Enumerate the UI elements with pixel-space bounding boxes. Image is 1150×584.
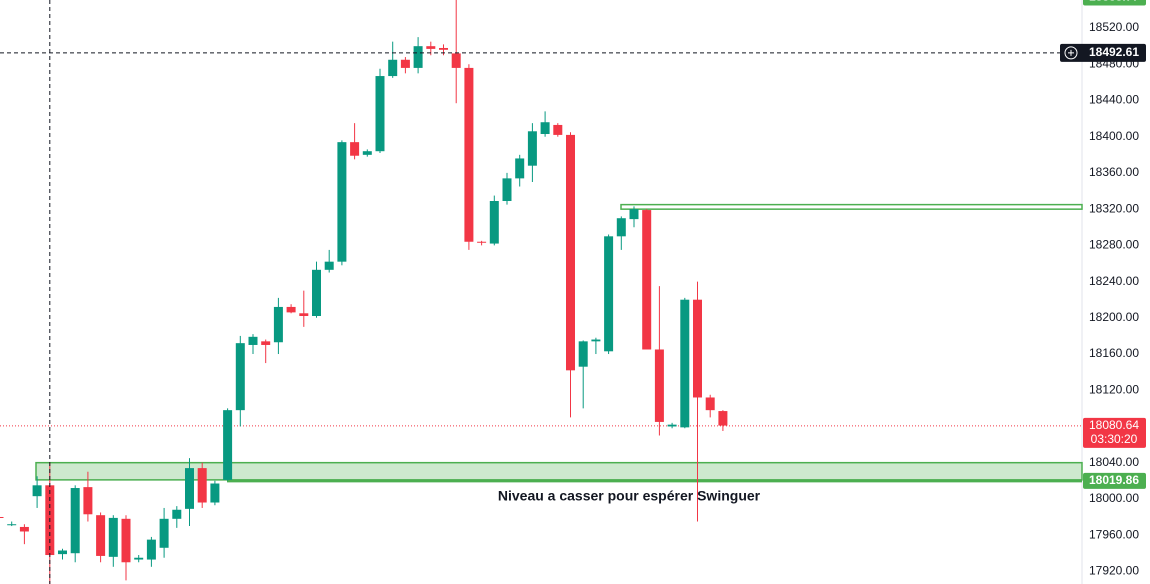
- candle-body: [578, 341, 588, 367]
- level-price-tag-box: [1083, 472, 1146, 489]
- candle-body: [185, 468, 194, 509]
- candle-body: [7, 524, 17, 526]
- candle-body: [413, 46, 423, 68]
- candle-body: [121, 518, 131, 563]
- y-tick-label: 17920.00: [1089, 563, 1139, 577]
- candle-body: [299, 313, 309, 316]
- candle-body: [134, 557, 144, 560]
- last-price-box: [1083, 417, 1146, 448]
- candle-body: [337, 142, 347, 262]
- y-tick-label: 17960.00: [1089, 527, 1139, 541]
- candle-body: [83, 487, 93, 515]
- y-tick-label: 18000.00: [1089, 491, 1139, 505]
- candle-body: [616, 218, 626, 237]
- y-tick-label: 18320.00: [1089, 201, 1139, 215]
- crosshair-add-icon: [1064, 46, 1078, 60]
- candle-body: [489, 201, 499, 244]
- crosshair-price-tag: 18492.61: [1089, 45, 1139, 59]
- candle-body: [159, 518, 169, 548]
- y-tick-label: 18120.00: [1089, 382, 1139, 396]
- last-price-tag: 18080.64: [1089, 418, 1139, 432]
- candle-body: [591, 339, 601, 342]
- candle-body: [108, 517, 118, 557]
- candle-body: [58, 550, 67, 555]
- y-tick-label: 18360.00: [1089, 165, 1139, 179]
- candle-body: [172, 509, 182, 519]
- candle-body: [527, 131, 537, 166]
- y-tick-label: 18240.00: [1089, 274, 1139, 288]
- candle-body: [210, 483, 220, 503]
- candle-body: [70, 488, 80, 554]
- candle-body: [261, 341, 271, 345]
- candle-body: [324, 261, 334, 270]
- candle-body: [629, 209, 639, 220]
- candle-body: [693, 299, 702, 398]
- candle-body: [477, 241, 487, 243]
- candle-body: [19, 526, 29, 532]
- annotation-text: Niveau a casser pour espérer Swinguer: [498, 488, 761, 504]
- y-tick-label: 18160.00: [1089, 346, 1139, 360]
- candle-body: [362, 151, 372, 155]
- candle-body: [553, 124, 563, 135]
- candle-body: [223, 410, 233, 480]
- candle-body: [667, 424, 677, 427]
- y-tick-label: 18440.00: [1089, 93, 1139, 107]
- candle-body: [515, 158, 525, 179]
- candle-body: [96, 515, 106, 556]
- y-tick-label: 18520.00: [1089, 20, 1139, 34]
- candle-body: [146, 539, 156, 560]
- candle-body: [388, 59, 398, 77]
- crosshair-box: [1060, 43, 1146, 62]
- candle-body: [312, 269, 321, 316]
- top-price-tag: 18553.77: [1089, 0, 1139, 4]
- candle-body: [235, 343, 245, 411]
- top-price-tag-box: [1083, 0, 1146, 6]
- candle-body: [426, 46, 436, 49]
- candle-body: [604, 236, 614, 352]
- candle-body: [654, 349, 664, 422]
- candle-body: [439, 47, 448, 50]
- candle-body: [705, 397, 715, 411]
- y-tick-label: 18280.00: [1089, 238, 1139, 252]
- candle-body: [540, 122, 550, 135]
- candle-body: [400, 59, 410, 68]
- candle-body: [0, 516, 4, 518]
- resistance-zone: [620, 203, 1083, 210]
- candle-body: [286, 306, 296, 313]
- level-price-tag: 18019.86: [1089, 473, 1139, 487]
- countdown: 03:30:20: [1091, 432, 1138, 446]
- candle-body: [273, 306, 283, 343]
- candle-body: [502, 178, 512, 202]
- candle-body: [375, 76, 385, 152]
- candle-body: [718, 411, 728, 426]
- candle-body: [32, 485, 42, 497]
- candle-body: [642, 210, 652, 350]
- candle-body: [197, 468, 207, 503]
- y-tick-label: 18200.00: [1089, 310, 1139, 324]
- y-tick-label: 18040.00: [1089, 455, 1139, 469]
- candle-body: [451, 53, 461, 68]
- y-tick-label: 18400.00: [1089, 129, 1139, 143]
- candle-body: [680, 299, 690, 428]
- candle-body: [566, 134, 575, 371]
- candle-body: [464, 67, 474, 242]
- candle-body: [248, 336, 258, 345]
- candle-body: [350, 142, 360, 156]
